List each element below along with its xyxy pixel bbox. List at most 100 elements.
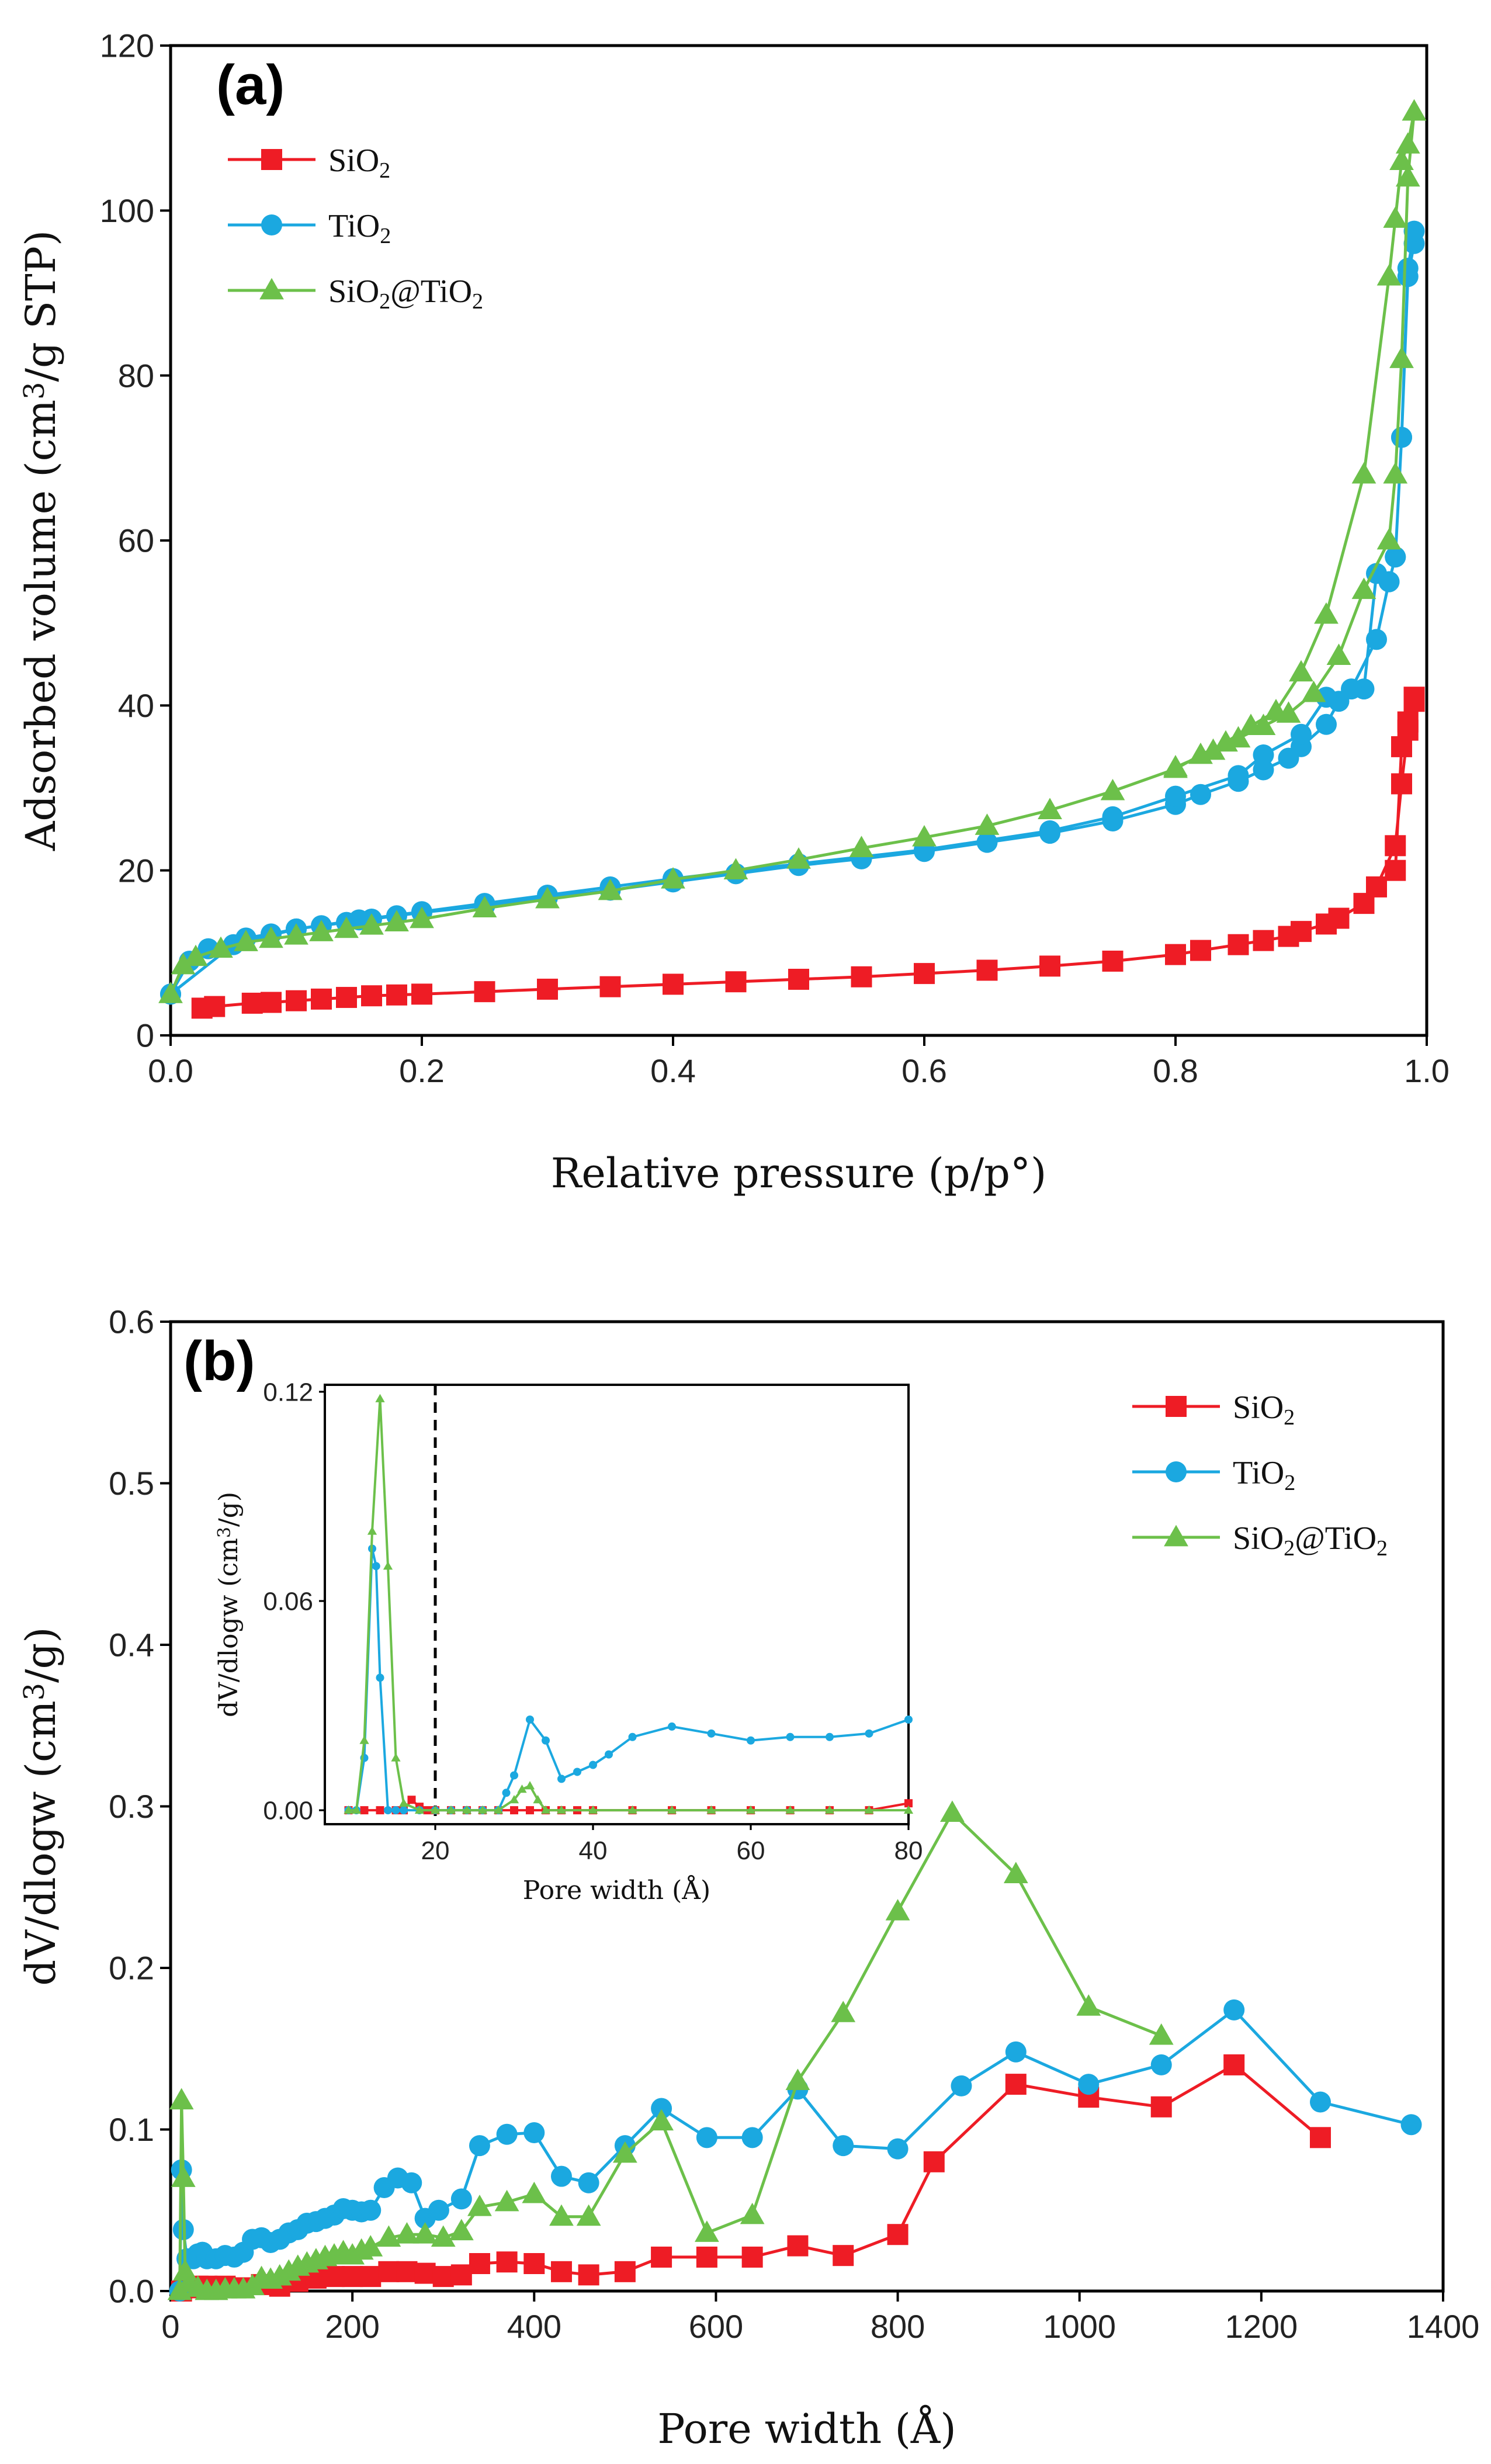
data-point <box>740 2202 765 2224</box>
data-point <box>1076 1994 1101 2016</box>
data-point <box>1403 220 1425 242</box>
data-point <box>976 959 998 981</box>
data-point <box>549 2204 574 2226</box>
data-point <box>696 2246 717 2268</box>
data-point <box>573 1768 581 1776</box>
data-point <box>1376 528 1402 550</box>
x-tick-label: 600 <box>689 2308 743 2345</box>
series-SiO2 <box>191 687 1425 1019</box>
data-point <box>358 2235 383 2257</box>
y-tick-label: 0 <box>136 1017 154 1054</box>
legend-label: SiO2@TiO2 <box>1233 1520 1388 1561</box>
data-point <box>542 1736 550 1745</box>
data-point <box>923 2151 945 2172</box>
data-point <box>494 2189 519 2212</box>
data-point <box>1309 2127 1331 2148</box>
text-run: 2 <box>379 158 390 183</box>
data-point <box>885 1899 910 1921</box>
text-run: @TiO <box>1295 1520 1376 1557</box>
data-point <box>914 963 935 985</box>
data-point <box>535 886 560 909</box>
y-axis-title: dV/dlogw (cm3/g) <box>17 1627 65 1985</box>
data-point <box>723 858 748 880</box>
data-point <box>788 969 809 990</box>
legend-label: SiO2 <box>328 143 390 183</box>
data-point <box>1376 264 1402 286</box>
data-point <box>360 2199 382 2221</box>
text-run: 2 <box>1284 1471 1295 1495</box>
data-point <box>667 1805 677 1814</box>
legend-item: SiO2@TiO2 <box>228 273 483 314</box>
data-point <box>1223 1999 1245 2021</box>
data-point <box>477 1805 488 1814</box>
data-point <box>1078 2074 1100 2095</box>
panel-label: (a) <box>216 54 285 116</box>
x-axis-title: Pore width (Å) <box>657 2405 956 2453</box>
data-point <box>785 1805 795 1814</box>
text-run: dV/dlogw (cm <box>214 1538 244 1717</box>
y-tick-label: 0.5 <box>109 1465 154 1502</box>
data-point <box>651 2246 672 2268</box>
data-point <box>391 1806 400 1815</box>
data-point <box>204 996 226 1017</box>
series-SiO2@TiO2 <box>167 1800 1174 2300</box>
data-point <box>472 896 497 917</box>
data-point <box>171 2165 196 2187</box>
data-point <box>951 2075 972 2096</box>
legend-marker <box>1166 1396 1187 1417</box>
data-point <box>1341 678 1362 700</box>
x-tick-label: 20 <box>421 1836 450 1865</box>
text-run: 2 <box>472 289 483 314</box>
data-point <box>550 2165 572 2187</box>
data-point <box>1383 462 1408 484</box>
data-point <box>493 1805 504 1814</box>
data-point <box>1039 820 1060 841</box>
data-point <box>1251 713 1276 736</box>
y-tick-label: 40 <box>118 687 154 724</box>
data-point <box>414 1805 425 1814</box>
x-tick-label: 1.0 <box>1404 1052 1450 1089</box>
data-point <box>376 1673 384 1682</box>
data-point <box>1316 713 1337 735</box>
text-run: SiO <box>328 143 379 179</box>
data-point <box>976 831 998 853</box>
data-point <box>234 930 258 951</box>
data-point <box>578 2264 599 2286</box>
data-point <box>833 2135 854 2157</box>
data-point <box>510 1806 518 1815</box>
data-point <box>651 2098 672 2119</box>
data-point <box>614 2261 636 2282</box>
data-point <box>787 2235 809 2257</box>
x-tick-label: 0.8 <box>1153 1052 1198 1089</box>
data-point <box>741 2127 763 2148</box>
data-point <box>469 2135 490 2157</box>
data-point <box>1276 701 1301 723</box>
legend-marker <box>1164 1524 1188 1547</box>
y-axis-title: Adsorbed volume (cm3/g STP) <box>17 230 65 851</box>
data-point <box>1165 944 1186 965</box>
text-run: /g STP) <box>17 230 65 382</box>
legend-item: TiO2 <box>228 208 391 248</box>
y-tick-label: 0.3 <box>109 1788 154 1825</box>
data-point <box>1397 258 1419 279</box>
data-point <box>904 1715 913 1724</box>
data-point <box>725 971 747 993</box>
text-run: SiO <box>1233 1520 1284 1557</box>
data-point <box>537 978 558 1000</box>
data-point <box>550 2261 572 2282</box>
data-point <box>578 2172 599 2193</box>
data-point <box>1100 778 1125 800</box>
data-point <box>391 1753 401 1762</box>
data-point <box>1039 955 1060 977</box>
data-point <box>668 1722 676 1731</box>
y-tick-label: 120 <box>100 27 154 64</box>
legend-label: TiO2 <box>1233 1455 1295 1495</box>
data-point <box>372 1562 380 1571</box>
data-point <box>1389 148 1414 171</box>
data-point <box>510 1771 518 1780</box>
data-point <box>864 1805 874 1814</box>
chart-b-inset: 20 40 60 80 0.00 0.06 0.12 Pore width (Å) dV/dlo… <box>214 1378 923 1905</box>
data-point <box>449 2219 474 2241</box>
data-point <box>431 2225 456 2247</box>
